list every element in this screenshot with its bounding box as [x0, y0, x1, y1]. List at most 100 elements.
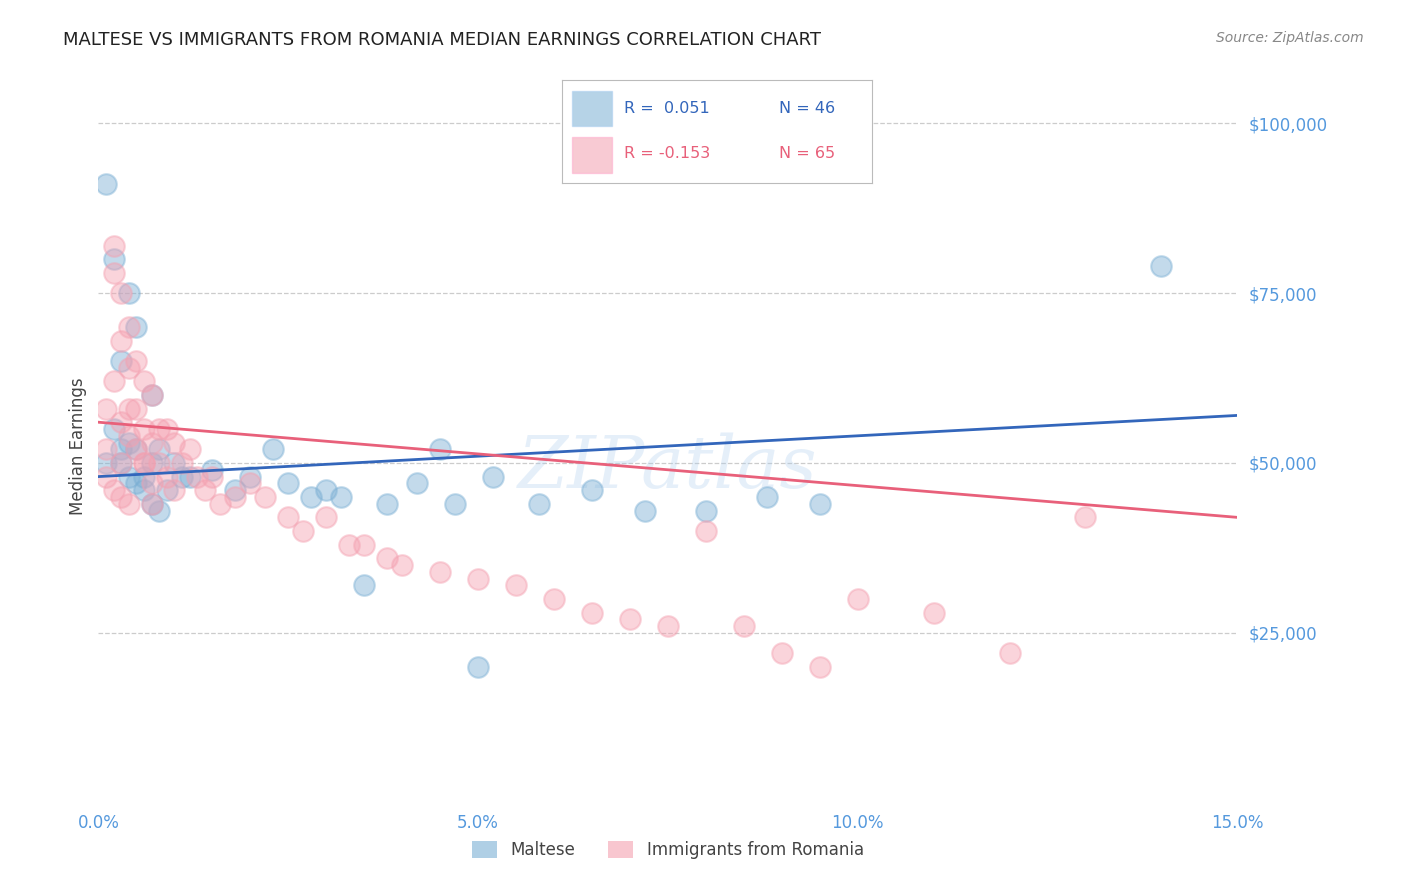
- Point: [353, 578, 375, 592]
- Point: [163, 456, 186, 470]
- Point: [201, 469, 224, 483]
- Point: [156, 483, 179, 498]
- Point: [224, 490, 246, 504]
- Point: [118, 469, 141, 483]
- Text: MALTESE VS IMMIGRANTS FROM ROMANIA MEDIAN EARNINGS CORRELATION CHART: MALTESE VS IMMIGRANTS FROM ROMANIA MEDIA…: [63, 31, 821, 49]
- Text: N = 46: N = 46: [779, 101, 835, 116]
- Point: [315, 510, 337, 524]
- Point: [156, 469, 179, 483]
- Point: [141, 388, 163, 402]
- Point: [125, 354, 148, 368]
- Point: [186, 469, 208, 483]
- Point: [391, 558, 413, 572]
- Point: [94, 178, 117, 192]
- Point: [634, 503, 657, 517]
- Point: [125, 442, 148, 457]
- Point: [505, 578, 527, 592]
- Point: [110, 442, 132, 457]
- Point: [94, 456, 117, 470]
- Point: [118, 497, 141, 511]
- Point: [179, 469, 201, 483]
- Text: R = -0.153: R = -0.153: [624, 146, 710, 161]
- Point: [1074, 510, 1097, 524]
- Point: [103, 238, 125, 252]
- Point: [141, 388, 163, 402]
- Point: [148, 503, 170, 517]
- Point: [110, 334, 132, 348]
- Point: [299, 490, 322, 504]
- Point: [118, 360, 141, 375]
- Point: [170, 456, 193, 470]
- Point: [103, 483, 125, 498]
- Point: [132, 469, 155, 483]
- Point: [132, 422, 155, 436]
- Point: [125, 320, 148, 334]
- Point: [132, 456, 155, 470]
- Point: [94, 442, 117, 457]
- Point: [208, 497, 231, 511]
- Point: [1150, 259, 1173, 273]
- Point: [695, 503, 717, 517]
- Point: [148, 422, 170, 436]
- Point: [141, 497, 163, 511]
- Point: [254, 490, 277, 504]
- Point: [110, 456, 132, 470]
- Point: [201, 463, 224, 477]
- Point: [94, 469, 117, 483]
- Point: [406, 476, 429, 491]
- Point: [103, 375, 125, 389]
- Point: [315, 483, 337, 498]
- Point: [118, 320, 141, 334]
- Bar: [572, 136, 612, 173]
- Point: [846, 591, 869, 606]
- Point: [110, 490, 132, 504]
- Point: [375, 497, 398, 511]
- Point: [125, 476, 148, 491]
- Point: [808, 660, 831, 674]
- Point: [118, 286, 141, 301]
- Point: [581, 606, 603, 620]
- Point: [467, 572, 489, 586]
- Point: [330, 490, 353, 504]
- Point: [148, 456, 170, 470]
- Point: [103, 422, 125, 436]
- Point: [170, 469, 193, 483]
- Point: [353, 537, 375, 551]
- Point: [148, 442, 170, 457]
- Point: [808, 497, 831, 511]
- Point: [770, 646, 793, 660]
- Point: [239, 469, 262, 483]
- Point: [277, 510, 299, 524]
- Bar: [572, 91, 612, 127]
- Text: Source: ZipAtlas.com: Source: ZipAtlas.com: [1216, 31, 1364, 45]
- Point: [755, 490, 778, 504]
- Point: [429, 442, 451, 457]
- Point: [141, 456, 163, 470]
- Point: [194, 483, 217, 498]
- Point: [482, 469, 505, 483]
- Text: ZIPatlas: ZIPatlas: [517, 432, 818, 503]
- Legend: Maltese, Immigrants from Romania: Maltese, Immigrants from Romania: [472, 840, 863, 859]
- Point: [375, 551, 398, 566]
- Point: [141, 476, 163, 491]
- Point: [141, 497, 163, 511]
- Text: N = 65: N = 65: [779, 146, 835, 161]
- Point: [118, 429, 141, 443]
- Point: [132, 483, 155, 498]
- Point: [141, 435, 163, 450]
- Point: [132, 456, 155, 470]
- Point: [467, 660, 489, 674]
- Point: [103, 252, 125, 266]
- Point: [118, 435, 141, 450]
- Point: [733, 619, 755, 633]
- Point: [444, 497, 467, 511]
- Point: [527, 497, 550, 511]
- Point: [224, 483, 246, 498]
- Point: [132, 375, 155, 389]
- Point: [163, 483, 186, 498]
- Point: [695, 524, 717, 538]
- Point: [581, 483, 603, 498]
- Point: [239, 476, 262, 491]
- Point: [110, 456, 132, 470]
- Point: [922, 606, 945, 620]
